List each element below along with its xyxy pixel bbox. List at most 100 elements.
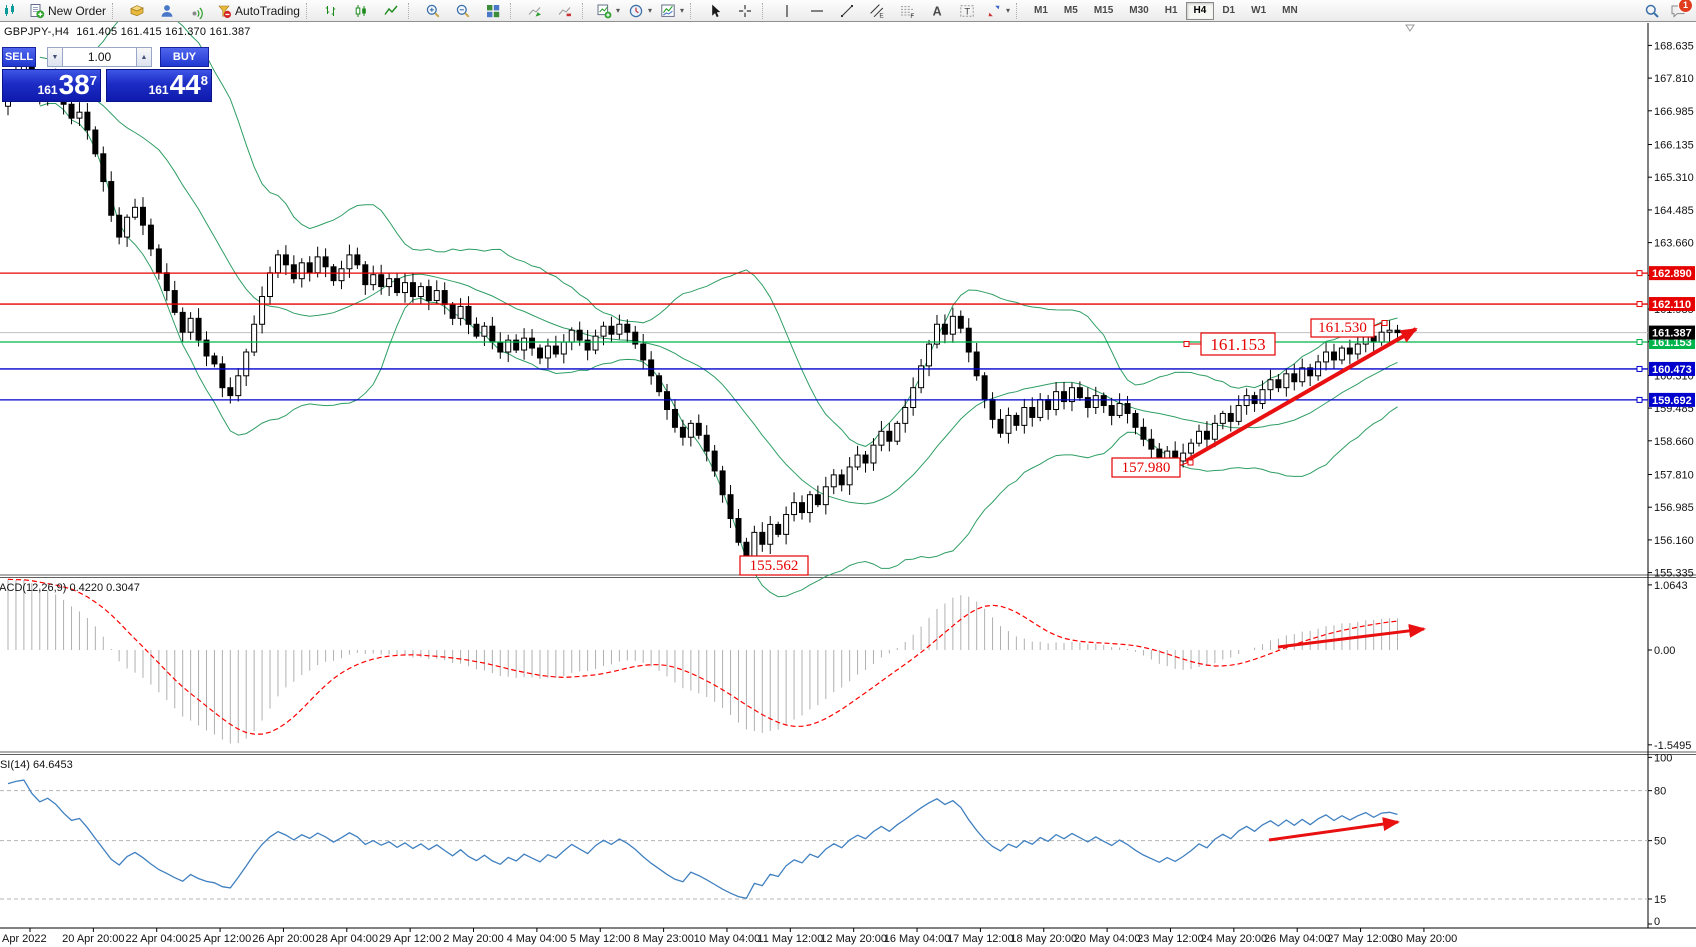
timeframe-button-m30[interactable]: M30 [1129, 4, 1149, 16]
trendline-icon [841, 4, 853, 17]
annotation-157.980: 157.980 [1111, 457, 1194, 478]
main-toolbar: New Order AutoTrading ▾ ▾ ▾ E F A T ▾ M1 M5 M15 M30 H… [0, 0, 1696, 22]
bar-chart-button[interactable] [316, 0, 346, 22]
cursor-button[interactable] [700, 0, 730, 22]
periods-button[interactable]: ▾ [624, 0, 656, 22]
timeframe-button-h1[interactable]: H1 [1164, 4, 1178, 16]
terminal-button[interactable] [152, 0, 182, 22]
svg-text:159.692: 159.692 [1652, 395, 1692, 407]
chevron-down-icon[interactable]: ▾ [647, 6, 652, 15]
autotrading-icon [218, 5, 232, 18]
window-button[interactable] [0, 0, 25, 22]
chart-shift-button[interactable] [550, 0, 580, 22]
line-chart-button[interactable] [376, 0, 406, 22]
svg-text:20 Apr 20:00: 20 Apr 20:00 [62, 933, 124, 945]
hline-161.153[interactable] [0, 338, 1648, 345]
volume-increase-button[interactable]: ▲ [136, 47, 152, 67]
rsi-pane[interactable]: 100 80 50 15 0 [0, 752, 1672, 928]
sell-button[interactable]: SELL [2, 47, 36, 67]
vertical-line-button[interactable] [772, 0, 802, 22]
zoom-out-button[interactable] [448, 0, 478, 22]
macd-pane[interactable]: 1.0643 0.00 -1.5495 [7, 578, 1691, 752]
toolbar-separator [1016, 2, 1022, 19]
candlestick-button[interactable] [346, 0, 376, 22]
zoom-in-button[interactable] [418, 0, 448, 22]
text-button[interactable]: A [922, 0, 952, 22]
hline-159.692[interactable] [0, 396, 1648, 403]
svg-text:164.485: 164.485 [1654, 205, 1694, 217]
market-depth-button[interactable] [122, 0, 152, 22]
horizontal-line-button[interactable] [802, 0, 832, 22]
svg-text:17 May 12:00: 17 May 12:00 [947, 933, 1014, 945]
chevron-down-icon[interactable]: ▾ [1006, 6, 1011, 15]
rsi-label: RSI(14) 64.6453 [0, 759, 73, 771]
indicators-button[interactable]: ▾ [656, 0, 688, 22]
svg-text:163.660: 163.660 [1654, 238, 1694, 250]
timeframe-button-w1[interactable]: W1 [1251, 4, 1267, 16]
auto-scroll-button[interactable] [520, 0, 550, 22]
price-axis-badges: 162.890 162.110 161.153 160.473 159.692 161.3… [1649, 266, 1695, 407]
toolbar-separator [509, 2, 516, 19]
hline-160.473[interactable] [0, 365, 1648, 372]
timeframe-button-m1[interactable]: M1 [1034, 4, 1048, 16]
chat-button[interactable]: 1 [1670, 0, 1693, 19]
timeframe-button-d1[interactable]: D1 [1222, 4, 1236, 16]
buy-price-pips: 44 [169, 69, 201, 101]
pane-separators[interactable] [0, 574, 1696, 929]
svg-text:5 May 12:00: 5 May 12:00 [570, 933, 631, 945]
channel-button[interactable]: E [862, 0, 892, 22]
window-icon [5, 3, 14, 16]
timeframe-button-m15[interactable]: M15 [1093, 4, 1114, 16]
chart-area[interactable]: 168.635 167.810 166.985 166.135 165.310 164.4… [0, 22, 1696, 947]
timeframe-button-m5[interactable]: M5 [1063, 4, 1078, 16]
hline-162.890[interactable] [0, 270, 1648, 277]
signals-button[interactable] [182, 0, 212, 22]
buy-price-display[interactable]: 161 44 8 [106, 69, 212, 102]
svg-text:50: 50 [1654, 836, 1666, 848]
svg-text:28 Apr 04:00: 28 Apr 04:00 [316, 933, 378, 945]
svg-text:23 May 12:00: 23 May 12:00 [1137, 933, 1204, 945]
text-label-button[interactable]: T [952, 0, 982, 22]
candlestick-icon [355, 4, 366, 17]
new-order-icon [30, 3, 45, 18]
sell-price-display[interactable]: 161 38 7 [2, 69, 101, 102]
tile-windows-button[interactable] [478, 0, 508, 22]
time-axis[interactable]: Apr 2022 20 Apr 20:00 22 Apr 04:00 25 Apr 1… [2, 928, 1457, 945]
chevron-down-icon[interactable]: ▾ [615, 6, 620, 15]
new-chart-button[interactable]: ▾ [592, 0, 624, 22]
new-order-button[interactable]: New Order [25, 0, 110, 22]
price-axis[interactable]: 168.635 167.810 166.985 166.135 165.310 164.4… [1648, 40, 1694, 580]
text-label-icon: T [960, 4, 974, 17]
timeframe-button-mn[interactable]: MN [1282, 4, 1298, 16]
svg-text:E: E [879, 12, 883, 18]
buy-button[interactable]: BUY [160, 47, 209, 67]
arrows-button[interactable]: ▾ [982, 0, 1014, 22]
zoom-in-icon [426, 4, 440, 18]
timeframe-button-h4[interactable]: H4 [1185, 1, 1215, 20]
text-icon: A [933, 4, 942, 18]
toolbar-separator [581, 2, 588, 19]
buy-price-pipette: 8 [200, 73, 208, 88]
svg-text:Apr 2022: Apr 2022 [2, 933, 47, 945]
chevron-down-icon[interactable]: ▾ [679, 6, 684, 15]
volume-input[interactable] [63, 47, 136, 67]
fibonacci-button[interactable]: F [892, 0, 922, 22]
macd-histogram [7, 579, 1398, 744]
hline-162.110[interactable] [0, 301, 1648, 308]
svg-text:F: F [910, 12, 914, 18]
autotrading-button[interactable]: AutoTrading [212, 0, 304, 22]
search-button[interactable] [1644, 3, 1660, 19]
price-annotations[interactable]: 161.153 161.530 157.980 155.562 [739, 318, 1388, 576]
trendline-button[interactable] [832, 0, 862, 22]
volume-decrease-button[interactable]: ▼ [47, 47, 63, 67]
trend-arrows[interactable] [1185, 327, 1426, 842]
crosshair-button[interactable] [730, 0, 760, 22]
horizontal-line-icon [811, 9, 823, 12]
line-chart-icon [384, 5, 398, 15]
svg-text:80: 80 [1654, 786, 1666, 798]
sell-price-big-figure: 161 [37, 83, 58, 97]
svg-text:156.985: 156.985 [1654, 502, 1694, 514]
svg-text:T: T [964, 6, 970, 17]
chart-shift-marker[interactable] [1405, 24, 1415, 32]
